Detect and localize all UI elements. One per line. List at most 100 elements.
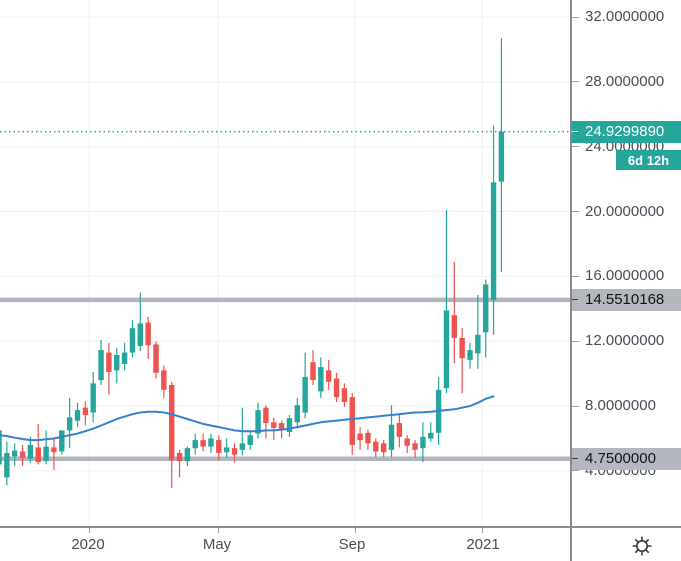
- candle-body: [129, 328, 136, 353]
- price-tick-dash: [572, 146, 579, 148]
- time-axis-separator: [0, 526, 681, 528]
- price-tick-label: 32.0000000: [585, 8, 665, 26]
- candle-body: [490, 182, 497, 300]
- time-tick-label: May: [202, 536, 232, 553]
- candle-body: [459, 337, 465, 359]
- time-tick-dash: [89, 528, 90, 533]
- candle-body: [420, 436, 426, 449]
- candle-body: [208, 438, 214, 447]
- price-tick-dash: [572, 16, 579, 18]
- candle-body: [106, 352, 112, 373]
- candle-body: [357, 433, 363, 441]
- price-tick-dash: [572, 340, 579, 342]
- candle-body: [404, 438, 410, 446]
- candle-body: [0, 430, 2, 465]
- candle-body: [294, 405, 300, 423]
- price-axis[interactable]: 24.9299890 6d 12h 14.5510168 4.7500000 3…: [572, 0, 681, 526]
- candle-body: [428, 432, 434, 439]
- candle-body: [286, 418, 293, 432]
- candle-body: [498, 131, 505, 182]
- price-tick-label: 28.0000000: [585, 72, 665, 90]
- price-axis-separator: [570, 0, 572, 561]
- candle-body: [349, 397, 355, 445]
- gear-icon: [632, 536, 652, 556]
- price-tick-dash: [572, 81, 579, 83]
- candle-body: [51, 447, 57, 453]
- candle-body: [380, 443, 387, 453]
- horizontal-price-line[interactable]: [0, 456, 570, 461]
- candle-body: [223, 447, 230, 453]
- candle-body: [74, 410, 81, 421]
- candle-body: [161, 370, 167, 390]
- price-tick-dash: [572, 470, 579, 472]
- time-tick-label: 2021: [466, 536, 500, 553]
- candle-body: [451, 315, 457, 338]
- price-tick-label: 16.0000000: [585, 267, 665, 285]
- candle-body: [145, 322, 151, 346]
- candle-body: [318, 367, 324, 392]
- candle-body: [82, 407, 89, 415]
- price-line-value: 4.7500000: [585, 450, 656, 468]
- candle-body: [43, 446, 49, 462]
- time-tick-dash: [218, 528, 219, 533]
- candle-body: [333, 378, 340, 398]
- candle-body: [467, 350, 473, 360]
- candle-body: [373, 441, 379, 452]
- candle-body: [302, 376, 308, 413]
- time-tick-dash: [482, 528, 483, 533]
- candle-body: [4, 453, 10, 478]
- chart-canvas[interactable]: [0, 0, 570, 526]
- price-line-value: 14.5510168: [585, 291, 665, 309]
- candle-body: [263, 407, 269, 424]
- horizontal-price-line[interactable]: [0, 297, 570, 303]
- price-tick-label: 8.0000000: [585, 397, 656, 415]
- candle-body: [475, 334, 481, 354]
- candle-body: [239, 443, 246, 450]
- candle-body: [19, 451, 26, 458]
- moving-average-line: [0, 395, 495, 442]
- candle-body: [169, 384, 175, 461]
- price-line-label-upper[interactable]: 14.5510168: [572, 288, 681, 311]
- candle-body: [90, 383, 96, 413]
- price-scale-settings-button[interactable]: [630, 534, 654, 558]
- candle-body: [176, 453, 183, 462]
- candle-body: [365, 432, 371, 444]
- candle-body: [98, 350, 104, 381]
- price-line-tick: [572, 298, 578, 301]
- candle-body: [396, 423, 403, 437]
- candle-body: [114, 354, 120, 371]
- time-tick-label: Sep: [338, 536, 366, 553]
- candle-body: [278, 423, 285, 431]
- price-line-label-lower[interactable]: 4.7500000: [572, 447, 681, 470]
- time-tick-dash: [355, 528, 356, 533]
- candle-body: [231, 448, 238, 455]
- candlestick-plot: [0, 0, 570, 526]
- price-tick-dash: [572, 275, 579, 277]
- candle-body: [137, 323, 143, 347]
- current-price-value: 24.9299890: [585, 123, 665, 141]
- candle-body: [412, 443, 418, 450]
- candle-body: [216, 440, 222, 454]
- candle-body: [341, 388, 348, 402]
- candle-body: [121, 352, 128, 364]
- candle-body: [153, 344, 159, 373]
- time-axis[interactable]: 2020 May Sep 2021: [0, 528, 681, 561]
- candle-body: [483, 284, 489, 333]
- candle-body: [326, 370, 332, 382]
- bar-close-countdown-badge: 6d 12h: [616, 150, 681, 171]
- time-tick-label: 2020: [71, 536, 105, 553]
- price-tick-dash: [572, 211, 579, 213]
- candle-body: [35, 447, 41, 462]
- candle-body: [200, 440, 206, 447]
- price-tick-label: 20.0000000: [585, 202, 665, 220]
- price-tick-label: 12.0000000: [585, 332, 665, 350]
- current-price-label[interactable]: 24.9299890: [572, 120, 681, 143]
- candle-body: [27, 444, 34, 459]
- candle-body: [443, 310, 450, 389]
- candle-body: [310, 362, 316, 381]
- candle-body: [247, 435, 253, 445]
- candle-body: [59, 430, 65, 452]
- candle-body: [184, 448, 191, 462]
- candle-body: [271, 422, 277, 428]
